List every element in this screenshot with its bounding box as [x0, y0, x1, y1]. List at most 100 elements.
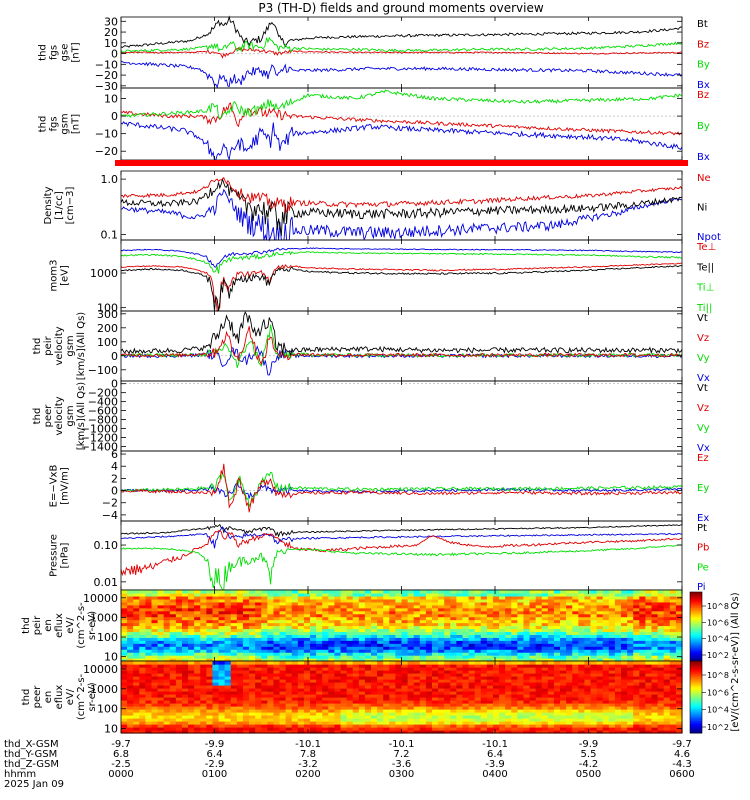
peer-spectrogram-cell — [413, 685, 421, 689]
peer-spectrogram-cell — [651, 688, 659, 692]
peer-spectrogram-cell — [499, 730, 506, 734]
peir-spectrogram-cell — [675, 631, 683, 635]
peer-spectrogram-cell — [285, 664, 293, 668]
peer-spectrogram-cell — [194, 712, 201, 716]
peer-spectrogram-cell — [413, 712, 421, 716]
peir-spectrogram-cell — [322, 631, 329, 635]
peer-spectrogram-cell — [383, 727, 390, 731]
peer-spectrogram-cell — [395, 730, 403, 734]
peer-spectrogram-cell — [297, 721, 305, 725]
peir-spectrogram-cell — [627, 622, 634, 627]
peir-spectrogram-cell — [395, 649, 403, 653]
peir-spectrogram-cell — [163, 643, 171, 647]
peer-spectrogram-cell — [249, 673, 256, 677]
peer-spectrogram-cell — [303, 715, 311, 719]
peer-spectrogram-cell — [425, 712, 433, 716]
peer-spectrogram-cell — [261, 679, 268, 683]
peir-spectrogram-cell — [364, 655, 372, 659]
peir-spectrogram-cell — [596, 625, 604, 630]
peir-spectrogram-cell — [255, 592, 262, 597]
peir-spectrogram-cell — [663, 652, 671, 656]
peir-spectrogram-cell — [621, 592, 628, 597]
peir-spectrogram-cell — [218, 652, 226, 656]
peer-spectrogram-cell — [474, 673, 482, 677]
peer-spectrogram-cell — [511, 688, 518, 692]
peer-spectrogram-cell — [584, 661, 592, 665]
peir-spectrogram-cell — [438, 619, 445, 624]
peer-spectrogram-cell — [639, 664, 647, 668]
peer-spectrogram-cell — [456, 724, 464, 728]
peir-spectrogram-cell — [395, 610, 403, 615]
peir-spectrogram-cell — [175, 646, 183, 650]
peir-spectrogram-cell — [590, 607, 598, 612]
peer-spectrogram-cell — [511, 715, 518, 719]
peir-spectrogram-cell — [462, 601, 470, 606]
peer-spectrogram-cell — [255, 691, 262, 695]
peir-spectrogram-cell — [151, 592, 159, 597]
peer-spectrogram-cell — [334, 661, 342, 665]
peer-spectrogram-cell — [200, 706, 207, 710]
peer-spectrogram-cell — [535, 694, 543, 698]
peer-spectrogram-cell — [267, 727, 275, 731]
peir-spectrogram-cell — [121, 643, 128, 647]
peer-spectrogram-cell — [206, 709, 214, 713]
peir-spectrogram-cell — [371, 610, 378, 615]
peir-spectrogram-cell — [645, 625, 653, 630]
peir-spectrogram-cell — [431, 649, 439, 653]
peer-velocity-ytick-label: −800 — [88, 414, 118, 427]
peir-spectrogram-cell — [590, 598, 598, 603]
peir-spectrogram-cell — [602, 631, 610, 635]
peir-spectrogram-cell — [175, 655, 183, 659]
peir-spectrogram-cell — [517, 598, 525, 603]
peer-spectrogram-cell — [633, 724, 640, 728]
peer-spectrogram-cell — [169, 721, 177, 725]
peir-spectrogram-cell — [389, 590, 396, 594]
peir-spectrogram-cell — [462, 655, 470, 659]
peer-spectrogram-cell — [541, 679, 549, 683]
peer-spectrogram-cell — [499, 676, 506, 680]
peer-spectrogram-cell — [621, 670, 628, 674]
peir-spectrogram-cell — [383, 598, 390, 603]
peir-spectrogram-cell — [127, 590, 134, 594]
peer-spectrogram-cell — [145, 727, 153, 731]
time-row-value: 6.4 — [207, 749, 223, 760]
peer-velocity-ytick-label: −1200 — [81, 432, 118, 445]
peer-spectrogram-cell — [139, 694, 146, 698]
peer-spectrogram-cell — [188, 670, 195, 674]
peir-spectrogram-cell — [675, 607, 683, 612]
fgs-gse-legend-2: By — [697, 60, 710, 71]
peer-spectrogram-cell — [462, 703, 470, 707]
peir-spectrogram-cell — [480, 595, 488, 600]
peer-spectrogram-cell — [322, 685, 329, 689]
peer-spectrogram-cell — [669, 679, 677, 683]
peir-spectrogram-cell — [389, 628, 396, 633]
peir-spectrogram-cell — [499, 590, 506, 594]
peer-spectrogram-cell — [505, 670, 512, 674]
peir-spectrogram-cell — [584, 604, 592, 609]
peir-spectrogram-cell — [151, 625, 159, 630]
peer-spectrogram-cell — [358, 667, 366, 671]
peer-spectrogram-cell — [297, 664, 305, 668]
peer-spectrogram-cell — [413, 706, 421, 710]
peer-spectrogram-cell — [188, 691, 195, 695]
peer-spectrogram-cell — [590, 709, 598, 713]
peir-spectrogram-cell — [651, 628, 659, 633]
peer-spectrogram-cell — [188, 727, 195, 731]
peer-spectrogram-cell — [364, 700, 372, 704]
peir-spectrogram-cell — [535, 622, 543, 627]
peer-spectrogram-cell — [578, 709, 586, 713]
peer-spectrogram-cell — [425, 694, 433, 698]
peir-spectrogram-cell — [206, 616, 214, 621]
peer-spectrogram-cell — [499, 679, 506, 683]
peir-spectrogram-cell — [200, 590, 207, 594]
peer-spectrogram-cell — [651, 661, 659, 665]
peir-spectrogram-cell — [328, 592, 336, 597]
peir-spectrogram-cell — [322, 610, 329, 615]
peir-spectrogram-cell — [371, 613, 378, 618]
peir-spectrogram-cell — [236, 622, 244, 627]
peer-spectrogram-cell — [145, 700, 153, 704]
peir-spectrogram-cell — [328, 649, 336, 653]
peer-spectrogram-cell — [377, 679, 384, 683]
peer-spectrogram-cell — [334, 679, 342, 683]
peir-spectrogram-cell — [224, 619, 232, 624]
